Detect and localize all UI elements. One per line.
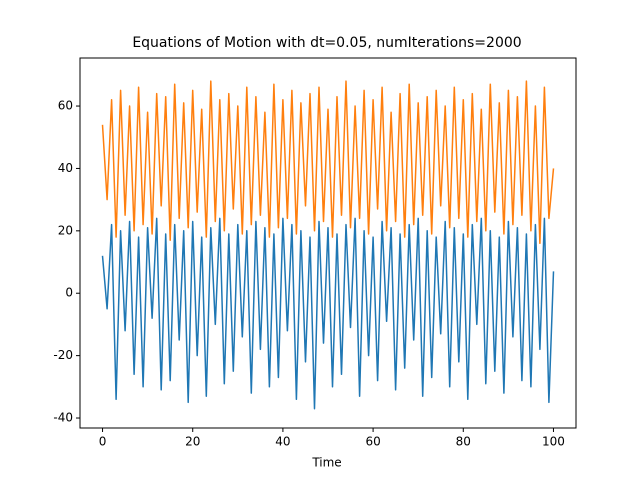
x-tick-label: 100 — [542, 435, 565, 449]
x-tick-label: 60 — [365, 435, 380, 449]
y-tick-label: 60 — [58, 99, 73, 113]
x-tick-label: 0 — [99, 435, 107, 449]
x-tick-label: 20 — [185, 435, 200, 449]
y-tick-label: 20 — [58, 223, 73, 237]
line-series — [101, 217, 555, 410]
plot-frame — [79, 57, 577, 429]
y-tick-label: -20 — [53, 348, 73, 362]
chart-title: Equations of Motion with dt=0.05, numIte… — [132, 35, 521, 51]
y-tick-label: 40 — [58, 161, 73, 175]
y-tick-label: -40 — [53, 411, 73, 425]
x-tick-label: 40 — [275, 435, 290, 449]
x-tick-label: 80 — [456, 435, 471, 449]
y-tick-label: 0 — [65, 286, 73, 300]
x-axis-label: Time — [311, 456, 341, 470]
line-series — [101, 80, 555, 245]
